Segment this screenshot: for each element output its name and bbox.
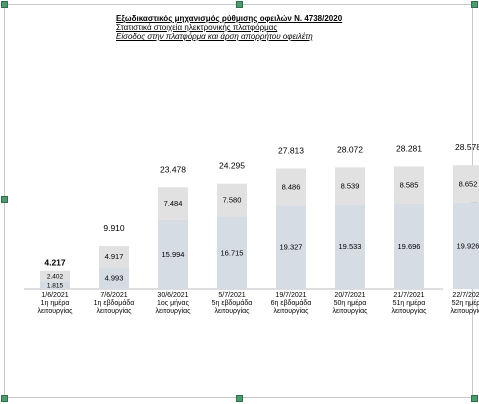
- bar-segment-1-3: [158, 219, 188, 289]
- total-label-8: 28.578: [455, 142, 479, 152]
- bar-segment-2-2: [99, 246, 129, 268]
- category-line3-4: λειτουργίας: [214, 307, 250, 315]
- category-date-8: 22/7/2021: [452, 292, 479, 299]
- category-line2-6: 50η ημέρα: [334, 299, 367, 307]
- category-line2-4: 5η εβδομάδα: [212, 299, 253, 307]
- chart-subtitle-2: Είσοδος στην πλατφόρμα και άρση απορρήτο…: [116, 32, 313, 41]
- total-label-6: 28.072: [337, 144, 363, 154]
- total-label-7: 28.281: [396, 143, 422, 153]
- category-line2-1: 1η ημέρα: [41, 299, 70, 307]
- category-date-3: 30/6/2021: [157, 292, 188, 299]
- resize-handle-bottom-center[interactable]: [236, 395, 243, 402]
- category-line3-6: λειτουργίας: [332, 307, 368, 315]
- category-line2-5: 6η εβδομάδα: [271, 299, 312, 307]
- total-label-2: 9.910: [103, 223, 125, 233]
- category-line3-2: λειτουργίας: [96, 307, 132, 315]
- data-label-series1-3: 15.994: [162, 250, 185, 259]
- category-line3-8: λειτουργίας: [450, 307, 479, 315]
- bar-segment-1-1: [40, 281, 70, 289]
- bar-segment-1-5: [276, 205, 306, 289]
- bar-segment-1-8: [453, 202, 479, 289]
- category-line3-3: λειτουργίας: [155, 307, 191, 315]
- data-label-series2-6: 8.539: [341, 181, 360, 190]
- data-label-series2-4: 7.580: [223, 196, 242, 205]
- bar-segment-2-6: [335, 167, 365, 205]
- bar-segment-2-5: [276, 168, 306, 206]
- bar-segment-2-1: [40, 270, 70, 282]
- data-label-series1-8: 19.926: [457, 241, 479, 250]
- data-label-series1-6: 19.533: [339, 242, 362, 251]
- category-date-7: 21/7/2021: [393, 292, 424, 299]
- category-line2-3: 1ος μήνας: [157, 300, 190, 307]
- category-date-2: 7/6/2021: [100, 292, 127, 299]
- data-label-series1-4: 16.715: [221, 248, 244, 257]
- category-date-4: 5/7/2021: [218, 292, 245, 299]
- data-label-series1-5: 19.327: [280, 243, 303, 252]
- category-line3-5: λειτουργίας: [273, 307, 309, 315]
- bar-segment-2-3: [158, 187, 188, 220]
- bar-segment-1-6: [335, 204, 365, 289]
- chart-subtitle: Στατιστικά στοιχεία ηλεκτρονικής πλατφόρ…: [116, 23, 278, 32]
- bar-segment-2-8: [453, 165, 479, 203]
- category-line2-8: 52η ημέρα: [452, 299, 479, 307]
- total-label-1: 4.217: [44, 258, 66, 268]
- total-label-4: 24.295: [219, 161, 245, 171]
- resize-handle-bottom-right[interactable]: [471, 395, 478, 402]
- resize-handle-top-right[interactable]: [471, 1, 478, 8]
- bar-segment-2-7: [394, 166, 424, 204]
- data-label-series2-5: 8.486: [282, 182, 301, 191]
- resize-handle-top-center[interactable]: [236, 1, 243, 8]
- data-label-series2-2: 4.917: [105, 252, 124, 261]
- data-label-series1-7: 19.696: [398, 242, 421, 251]
- bar-segment-1-2: [99, 267, 129, 289]
- total-label-3: 23.478: [160, 164, 186, 174]
- category-date-5: 19/7/2021: [275, 292, 306, 299]
- resize-handle-middle-left[interactable]: [1, 196, 8, 203]
- bar-segment-1-4: [217, 216, 247, 289]
- category-date-1: 1/6/2021: [41, 292, 68, 299]
- bar-segment-2-4: [217, 183, 247, 217]
- data-label-series1-2: 4.993: [105, 274, 124, 283]
- category-line3-1: λειτουργίας: [37, 307, 73, 315]
- chart-titles: Εξωδικαστικός μηχανισμός ρύθμισης οφειλώ…: [116, 14, 416, 41]
- category-line2-7: 51η ημέρα: [393, 299, 426, 307]
- total-label-5: 27.813: [278, 145, 304, 155]
- bar-segment-1-7: [394, 203, 424, 289]
- resize-handle-top-left[interactable]: [1, 1, 8, 8]
- category-line2-2: 1η εβδομάδα: [94, 299, 135, 307]
- data-label-series2-8: 8.652: [459, 179, 478, 188]
- category-line3-7: λειτουργίας: [391, 307, 427, 315]
- data-label-series2-3: 7.484: [164, 199, 183, 208]
- data-label-series1-1: 1.815: [47, 283, 64, 290]
- chart-title: Εξωδικαστικός μηχανισμός ρύθμισης οφειλώ…: [116, 14, 343, 23]
- data-label-series2-1: 2.402: [47, 273, 64, 280]
- category-date-6: 20/7/2021: [334, 292, 365, 299]
- resize-handle-bottom-left[interactable]: [1, 395, 8, 402]
- data-label-series2-7: 8.585: [400, 181, 419, 190]
